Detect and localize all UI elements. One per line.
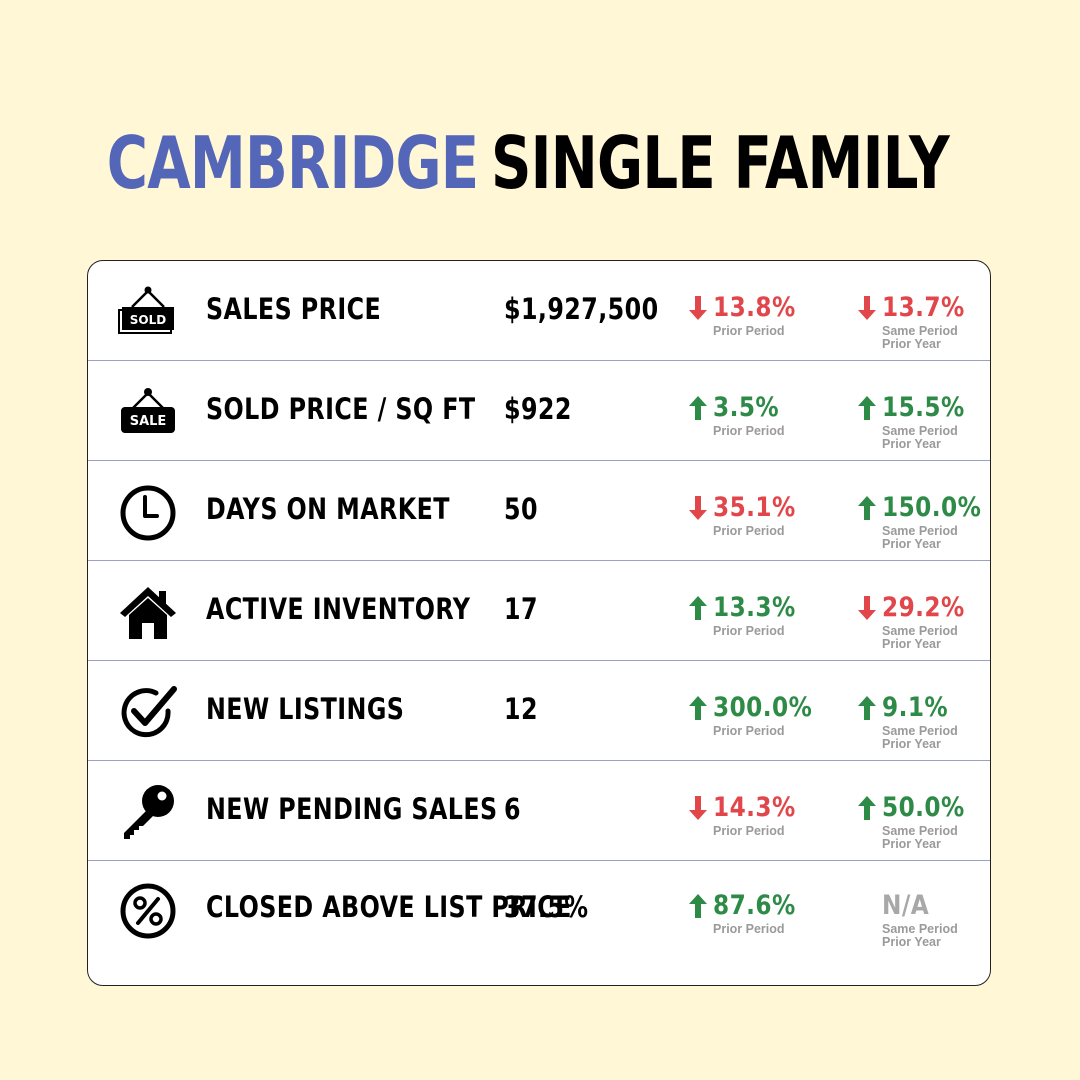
change-percent: 15.5%	[882, 392, 965, 423]
stats-card: SOLD SALES PRICE $1,927,500 13.8% Prior …	[87, 260, 991, 986]
stat-row-closed-above-list: CLOSED ABOVE LIST PRICE 37.5% 87.6% Prio…	[88, 861, 990, 985]
stat-value: 17	[504, 592, 538, 626]
change-caption: Prior Period	[713, 324, 785, 338]
change-percent: 35.1%	[713, 492, 796, 523]
title-city: CAMBRIDGE	[107, 121, 479, 205]
change-caption: Same Period	[882, 424, 958, 438]
change-percent: 13.7%	[882, 292, 965, 323]
sold-sign-icon: SOLD	[118, 283, 178, 343]
change-percent: 13.8%	[713, 292, 796, 323]
down-arrow-icon	[689, 796, 707, 820]
stat-row-sales-price: SOLD SALES PRICE $1,927,500 13.8% Prior …	[88, 261, 990, 361]
up-arrow-icon	[858, 496, 876, 520]
key-icon	[118, 783, 178, 843]
house-icon	[118, 583, 178, 643]
stat-label: CLOSED ABOVE LIST PRICE	[206, 890, 572, 924]
stat-value: $1,927,500	[504, 292, 659, 326]
prior-period-change: 3.5% Prior Period	[689, 391, 790, 438]
stat-value: 6	[504, 792, 521, 826]
stat-value: 50	[504, 492, 538, 526]
change-caption: Prior Period	[713, 624, 785, 638]
stat-label: SOLD PRICE / SQ FT	[206, 392, 476, 426]
stat-value: 37.5%	[504, 890, 589, 924]
stat-row-sold-price-sqft: SALE SOLD PRICE / SQ FT $922 3.5% Prior …	[88, 361, 990, 461]
down-arrow-icon	[858, 596, 876, 620]
prior-year-change: 50.0% Same Period Prior Year	[858, 791, 978, 851]
svg-text:SOLD: SOLD	[130, 313, 166, 327]
down-arrow-icon	[689, 496, 707, 520]
stat-value: 12	[504, 692, 538, 726]
change-caption-line2: Prior Year	[882, 337, 941, 351]
prior-year-change: 15.5% Same Period Prior Year	[858, 391, 978, 451]
change-caption: Prior Period	[713, 922, 785, 936]
change-caption: Same Period	[882, 724, 958, 738]
change-caption: Same Period	[882, 922, 958, 936]
stat-label: NEW LISTINGS	[206, 692, 405, 726]
change-percent: 87.6%	[713, 890, 796, 921]
change-caption: Same Period	[882, 324, 958, 338]
stat-row-days-on-market: DAYS ON MARKET 50 35.1% Prior Period 150…	[88, 461, 990, 561]
change-caption: Prior Period	[713, 424, 785, 438]
prior-year-change: 9.1% Same Period Prior Year	[858, 691, 959, 751]
stat-label: NEW PENDING SALES	[206, 792, 498, 826]
change-percent: 300.0%	[713, 692, 813, 723]
change-caption: Same Period	[882, 624, 958, 638]
title-category: SINGLE FAMILY	[490, 121, 950, 205]
change-caption-line2: Prior Year	[882, 737, 941, 751]
change-percent: 29.2%	[882, 592, 965, 623]
stat-label: ACTIVE INVENTORY	[206, 592, 471, 626]
change-caption: Prior Period	[713, 824, 785, 838]
up-arrow-icon	[689, 396, 707, 420]
up-arrow-icon	[689, 894, 707, 918]
prior-year-change: 150.0% Same Period Prior Year	[858, 491, 990, 551]
clock-icon	[118, 483, 178, 543]
change-caption-line2: Prior Year	[882, 537, 941, 551]
page-title: CAMBRIDGE SINGLE FAMILY	[0, 118, 1080, 208]
prior-period-change: 14.3% Prior Period	[689, 791, 809, 838]
prior-period-change: 300.0% Prior Period	[689, 691, 828, 738]
stat-row-active-inventory: ACTIVE INVENTORY 17 13.3% Prior Period 2…	[88, 561, 990, 661]
change-percent: 13.3%	[713, 592, 796, 623]
change-caption-line2: Prior Year	[882, 935, 941, 949]
prior-period-change: 13.3% Prior Period	[689, 591, 809, 638]
stat-label: SALES PRICE	[206, 292, 382, 326]
change-caption: Same Period	[882, 824, 958, 838]
up-arrow-icon	[858, 696, 876, 720]
up-arrow-icon	[858, 396, 876, 420]
change-caption: Prior Period	[713, 724, 785, 738]
change-caption-line2: Prior Year	[882, 637, 941, 651]
checkmark-circle-icon	[118, 683, 178, 743]
change-percent: 150.0%	[882, 492, 982, 523]
up-arrow-icon	[858, 796, 876, 820]
svg-text:SALE: SALE	[130, 414, 167, 429]
stat-row-new-pending-sales: NEW PENDING SALES 6 14.3% Prior Period 5…	[88, 761, 990, 861]
change-percent: 14.3%	[713, 792, 796, 823]
change-percent: 9.1%	[882, 692, 949, 723]
sale-sign-icon: SALE	[118, 383, 178, 443]
down-arrow-icon	[689, 296, 707, 320]
prior-period-change: 87.6% Prior Period	[689, 889, 809, 936]
change-percent: N/A	[882, 890, 930, 921]
change-caption: Same Period	[882, 524, 958, 538]
change-percent: 50.0%	[882, 792, 965, 823]
up-arrow-icon	[689, 596, 707, 620]
percent-circle-icon	[118, 881, 178, 941]
stat-value: $922	[504, 392, 572, 426]
down-arrow-icon	[858, 296, 876, 320]
up-arrow-icon	[689, 696, 707, 720]
prior-period-change: 13.8% Prior Period	[689, 291, 809, 338]
stat-row-new-listings: NEW LISTINGS 12 300.0% Prior Period 9.1%…	[88, 661, 990, 761]
change-percent: 3.5%	[713, 392, 780, 423]
change-caption-line2: Prior Year	[882, 437, 941, 451]
change-caption: Prior Period	[713, 524, 785, 538]
prior-year-change: 13.7% Same Period Prior Year	[858, 291, 978, 351]
prior-year-change: N/A Same Period Prior Year	[858, 889, 958, 949]
stat-label: DAYS ON MARKET	[206, 492, 450, 526]
prior-period-change: 35.1% Prior Period	[689, 491, 809, 538]
change-caption-line2: Prior Year	[882, 837, 941, 851]
prior-year-change: 29.2% Same Period Prior Year	[858, 591, 978, 651]
